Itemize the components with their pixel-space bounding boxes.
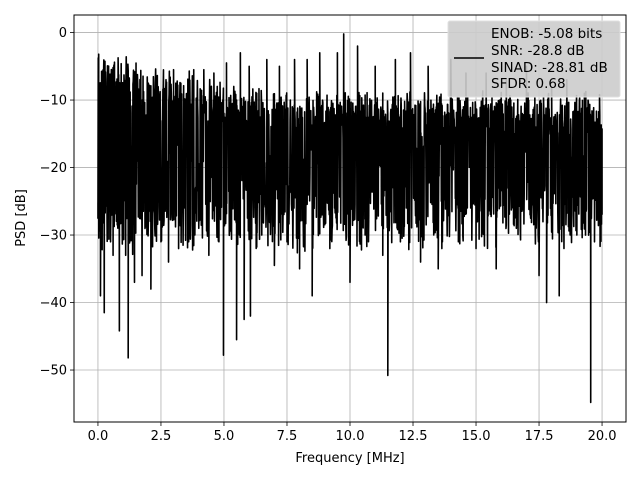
y-tick-label: 0 bbox=[59, 26, 67, 41]
legend: ENOB: -5.08 bits SNR: -28.8 dB SINAD: -2… bbox=[447, 20, 621, 98]
legend-line-snr: SNR: -28.8 dB bbox=[491, 43, 585, 59]
x-axis-label: Frequency [MHz] bbox=[295, 451, 404, 466]
x-tick-label: 10.0 bbox=[336, 429, 365, 444]
y-tick-label: −30 bbox=[40, 229, 67, 244]
x-tick-label: 0.0 bbox=[88, 429, 109, 444]
y-tick-label: −10 bbox=[40, 94, 67, 109]
y-tick-label: −20 bbox=[40, 161, 67, 176]
x-tick-label: 7.5 bbox=[277, 429, 298, 444]
y-axis-label: PSD [dB] bbox=[14, 189, 29, 247]
x-tick-label: 17.5 bbox=[525, 429, 554, 444]
ticks: 0.0 2.5 5.0 7.5 10.0 12.5 15.0 17.5 20.0 0 −10 −20 −… bbox=[40, 26, 617, 444]
legend-line-enob: ENOB: -5.08 bits bbox=[491, 26, 602, 42]
y-tick-label: −40 bbox=[40, 296, 67, 311]
legend-box bbox=[447, 20, 621, 98]
legend-line-sinad: SINAD: -28.81 dB bbox=[491, 60, 608, 76]
legend-line-sfdr: SFDR: 0.68 bbox=[491, 76, 566, 92]
x-tick-label: 12.5 bbox=[399, 429, 428, 444]
y-tick-label: −50 bbox=[40, 364, 67, 379]
psd-series-line bbox=[97, 33, 603, 404]
x-tick-label: 2.5 bbox=[151, 429, 172, 444]
x-tick-label: 5.0 bbox=[214, 429, 235, 444]
x-tick-label: 20.0 bbox=[588, 429, 617, 444]
data-layer bbox=[97, 33, 603, 404]
x-tick-label: 15.0 bbox=[462, 429, 491, 444]
